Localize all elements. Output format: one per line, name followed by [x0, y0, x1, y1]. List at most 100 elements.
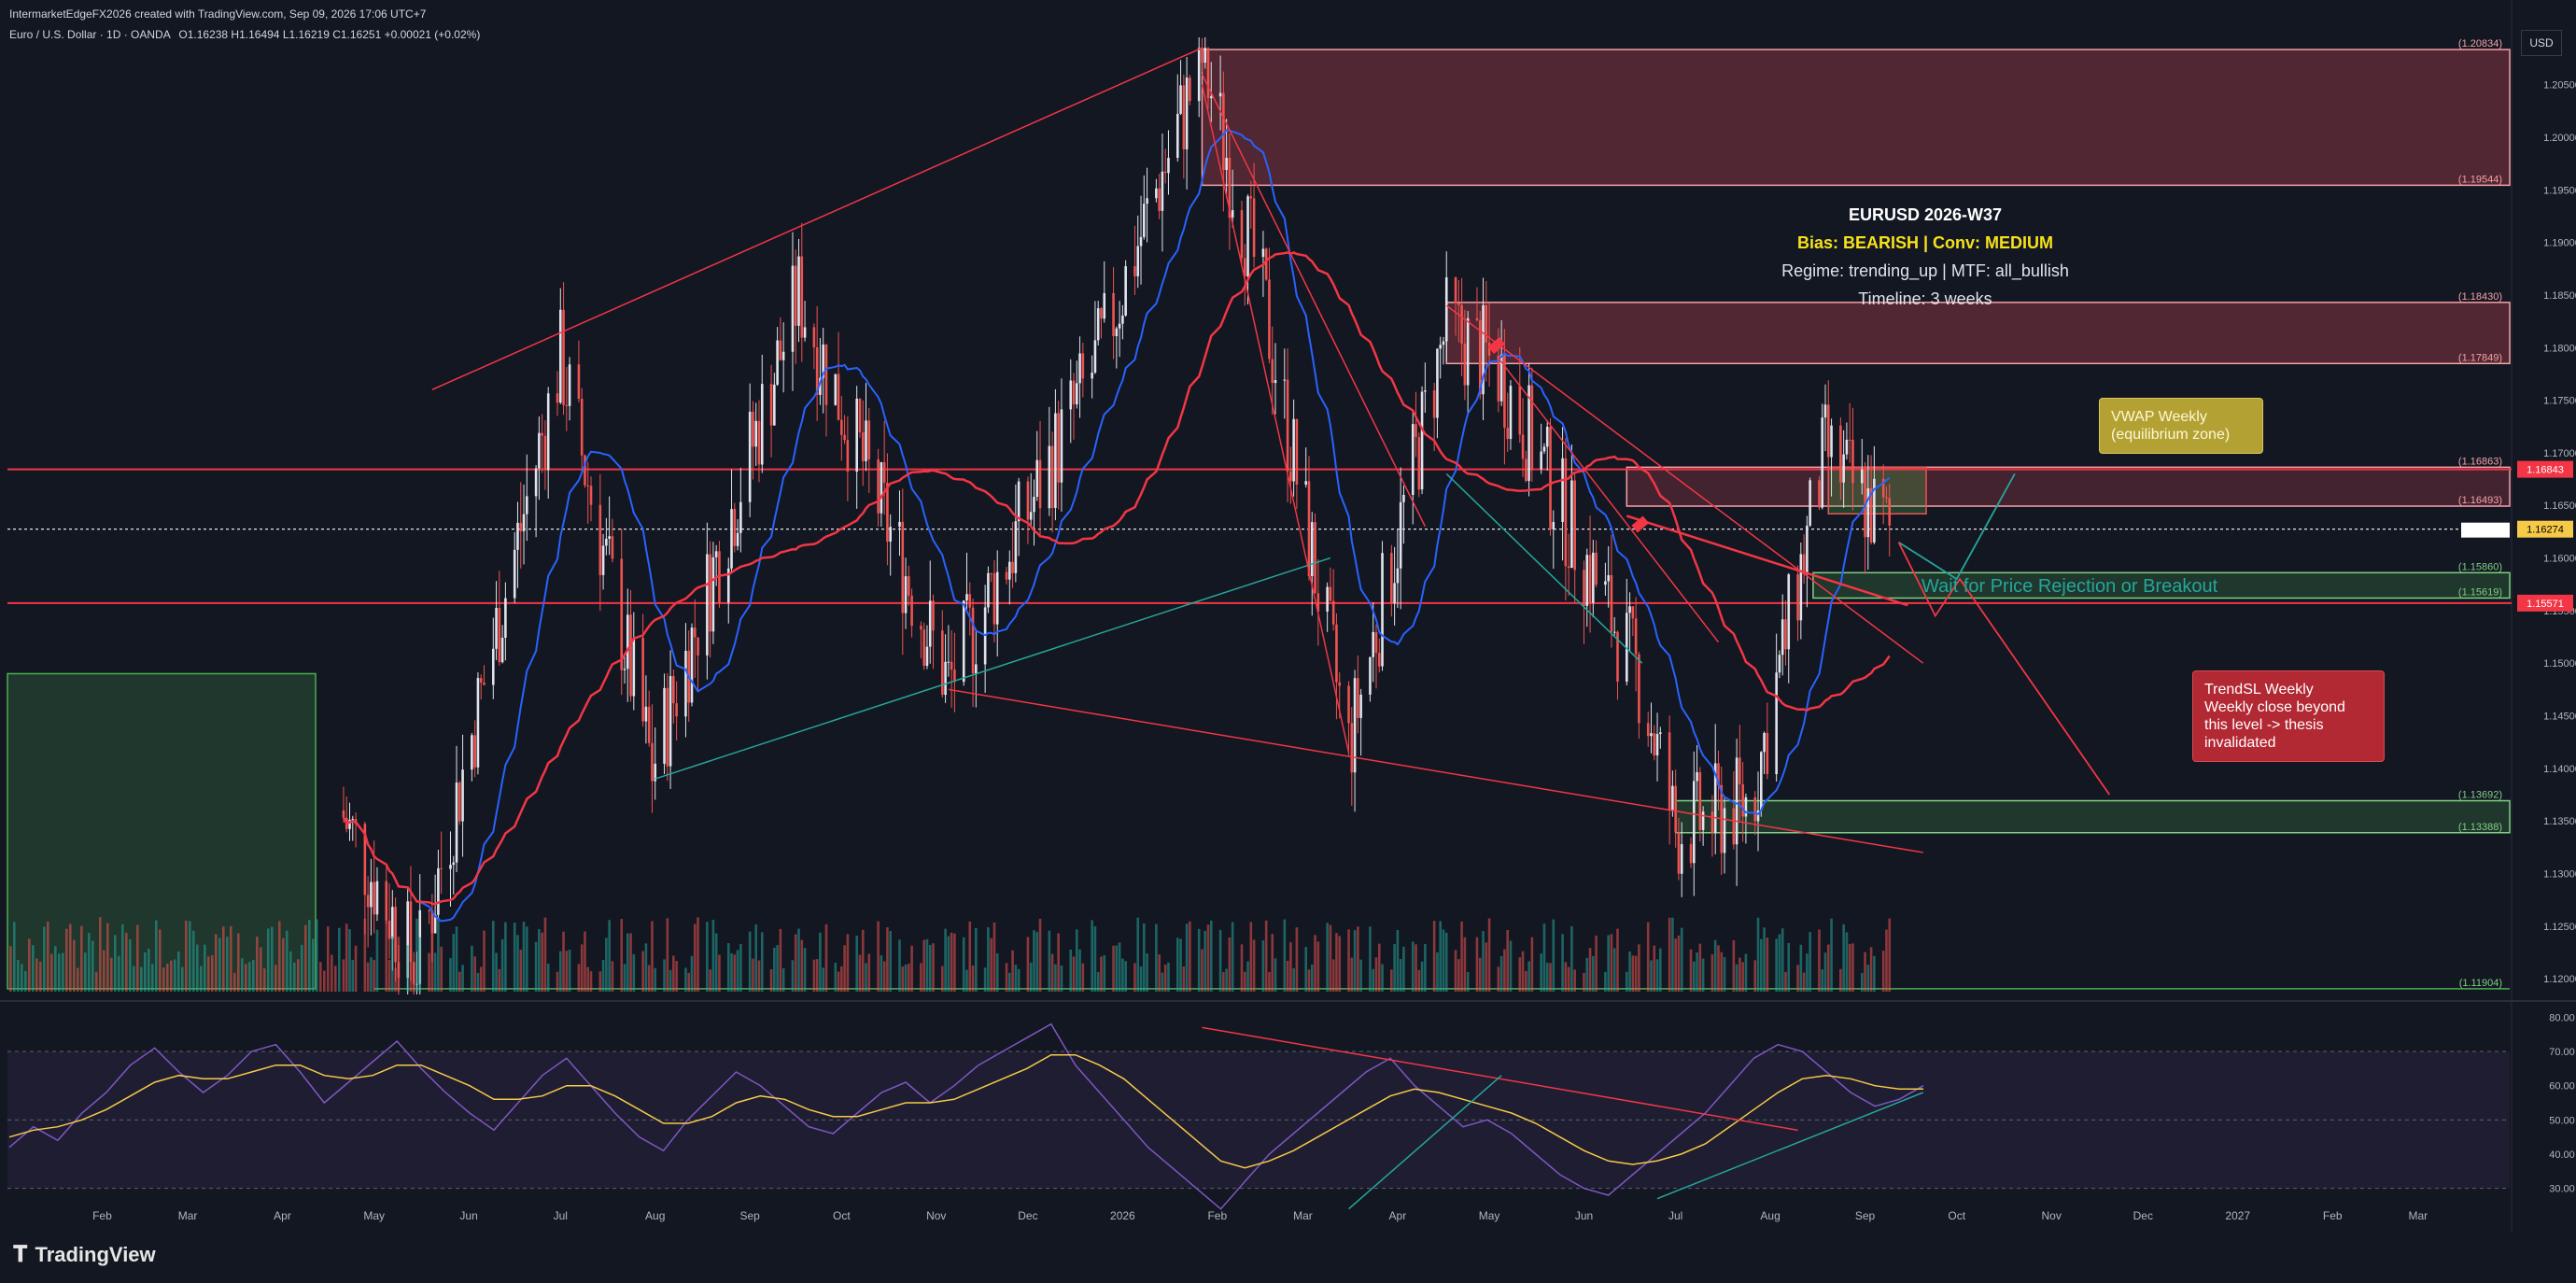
volume-bar — [846, 934, 850, 992]
candle-body — [1038, 459, 1042, 509]
candle-body — [387, 920, 391, 939]
volume-bar — [752, 958, 754, 992]
volume-bar — [1650, 960, 1653, 992]
candle-body — [1338, 682, 1342, 686]
time-tick-label: Dec — [1018, 1209, 1037, 1222]
candle-body — [1616, 631, 1619, 682]
candle-body — [987, 572, 990, 608]
volume-bar — [133, 966, 135, 992]
volume-bar — [166, 964, 169, 992]
volume-bar — [1848, 943, 1851, 992]
candle-body — [663, 687, 666, 764]
volume-bar — [308, 920, 311, 992]
candle-body — [1527, 385, 1530, 482]
volume-bar — [316, 919, 318, 992]
volume-bar — [953, 933, 956, 992]
volume-bar — [922, 939, 925, 992]
price-tick-label: 1.16500 — [2543, 501, 2576, 512]
candle-body — [568, 364, 571, 406]
candle-body — [556, 393, 559, 403]
volume-bar — [21, 964, 23, 992]
price-tick-label: 1.19000 — [2543, 238, 2576, 249]
candle-body — [898, 521, 901, 528]
candle-body — [605, 539, 608, 546]
candle-body — [1249, 196, 1253, 199]
time-tick-label: Sep — [1855, 1209, 1876, 1222]
candle-body — [1442, 341, 1445, 345]
volume-bar — [598, 971, 602, 992]
volume-bar — [965, 969, 968, 992]
candle-body — [1475, 317, 1479, 320]
candles — [342, 37, 1892, 994]
tradingview-brand[interactable]: 𝐓 TradingView — [13, 1242, 156, 1268]
analysis-timeline: Timeline: 3 weeks — [1858, 289, 1992, 308]
volume-bar — [1610, 934, 1613, 992]
volume-bar — [709, 969, 711, 992]
candle-body — [1545, 427, 1549, 447]
volume-bar — [1809, 932, 1811, 992]
candle-body — [1261, 248, 1265, 258]
candle-body — [941, 630, 944, 696]
level-label: (1.19544) — [2458, 174, 2502, 185]
price-chart[interactable]: 1.20500 1.20000 1.19500 1.19000 1.18500 1.180… — [0, 0, 2576, 1233]
candle-body — [1439, 345, 1443, 349]
volume-bar — [289, 951, 292, 992]
candle-body — [541, 432, 543, 436]
candle-body — [565, 404, 569, 406]
candle-body — [794, 265, 797, 326]
candle-body — [1888, 498, 1892, 526]
candle-body — [1610, 574, 1613, 632]
candle-body — [880, 461, 883, 514]
candle-body — [928, 600, 932, 647]
volume-bar — [304, 924, 307, 992]
candle-body — [910, 595, 913, 627]
candle-body — [800, 256, 804, 338]
level-label: (1.20834) — [2458, 38, 2502, 49]
volume-bar — [1653, 945, 1656, 992]
volume-bar — [812, 959, 816, 992]
candle-body — [471, 735, 473, 770]
volume-bar — [1796, 965, 1799, 992]
currency-button[interactable]: USD — [2521, 30, 2562, 56]
volume-bar — [1552, 919, 1555, 992]
volume-bar — [904, 965, 908, 992]
candle-body — [1252, 198, 1256, 258]
candle-body — [370, 881, 373, 908]
volume-bar — [543, 917, 547, 992]
candle-body — [373, 881, 375, 915]
volume-bar — [174, 959, 176, 992]
candle-body — [908, 576, 910, 596]
volume-bar — [1674, 938, 1677, 992]
candle-body — [452, 862, 456, 866]
volume-bar — [1411, 941, 1415, 992]
volume-bar — [1564, 962, 1568, 992]
candle-body — [1487, 342, 1491, 356]
volume-bar — [342, 959, 345, 992]
rsi-chart[interactable]: 80.00 70.00 60.00 50.00 40.00 30.00 — [0, 0, 2576, 1233]
candle-body — [1525, 458, 1527, 482]
candle-body — [666, 687, 669, 767]
volume-bar — [1424, 944, 1427, 992]
candle-body — [1060, 409, 1063, 483]
current-price-marker — [2461, 522, 2510, 538]
candle-body — [620, 558, 624, 670]
candle-body — [1595, 552, 1598, 585]
candle-body — [1091, 373, 1093, 379]
volume-bar — [769, 968, 773, 992]
volume-bar — [50, 953, 53, 992]
volume-bar — [406, 945, 409, 992]
volume-bar — [391, 936, 394, 992]
volume-bar — [641, 951, 644, 992]
volume-bar — [1201, 949, 1204, 992]
volume-bar — [1888, 918, 1892, 992]
candle-body — [1759, 752, 1763, 811]
candle-body — [479, 678, 483, 683]
candle-body — [433, 914, 437, 934]
candle-body — [1851, 439, 1854, 484]
time-tick-label: Jun — [459, 1209, 477, 1222]
volume-bar — [1592, 955, 1595, 992]
volume-bar — [181, 966, 184, 992]
candle-body — [1570, 480, 1573, 569]
volume-bar — [1329, 924, 1332, 992]
